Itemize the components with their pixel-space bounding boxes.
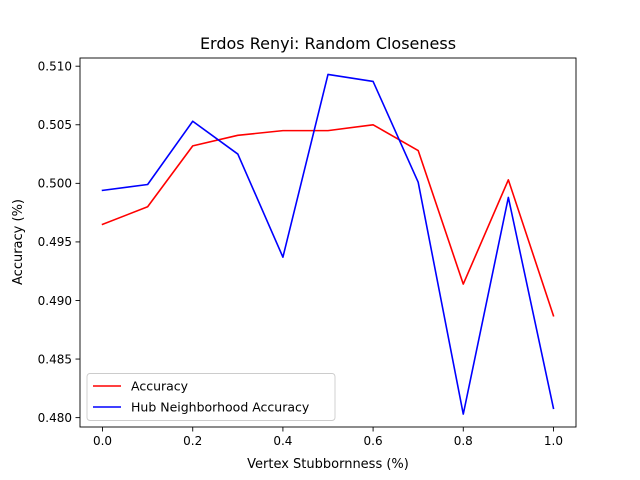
series-line-hub-neighborhood-accuracy: [101, 73, 555, 415]
chart-title: Erdos Renyi: Random Closeness: [200, 34, 456, 53]
y-tick-label: 0.510: [38, 60, 72, 74]
y-tick-label: 0.490: [38, 294, 72, 308]
y-tick-label: 0.500: [38, 177, 72, 191]
x-axis-ticks: 0.0 0.2 0.4 0.6 0.8 1.0: [93, 427, 563, 448]
x-axis-label: Vertex Stubbornness (%): [247, 457, 409, 472]
x-tick-label: 0.4: [273, 434, 292, 448]
legend-box: [86, 373, 336, 421]
y-axis-label: Accuracy (%): [11, 199, 26, 285]
x-tick-label: 0.2: [183, 434, 202, 448]
legend-label-accuracy: Accuracy: [131, 379, 189, 394]
x-tick-label: 0.8: [454, 434, 473, 448]
series-line-accuracy: [101, 123, 555, 317]
y-tick-label: 0.480: [38, 411, 72, 425]
plot-frame: [79, 57, 577, 428]
x-tick-label: 1.0: [544, 434, 563, 448]
y-tick-label: 0.485: [38, 352, 72, 366]
y-tick-label: 0.505: [38, 118, 72, 132]
x-tick-label: 0.0: [93, 434, 112, 448]
legend-label-hub-neighborhood-accuracy: Hub Neighborhood Accuracy: [131, 400, 310, 415]
x-tick-label: 0.6: [364, 434, 383, 448]
series-layer: [101, 73, 555, 415]
legend: Accuracy Hub Neighborhood Accuracy: [86, 373, 336, 421]
y-tick-label: 0.495: [38, 235, 72, 249]
y-axis-ticks: 0.480 0.485 0.490 0.495 0.500 0.505 0.510: [38, 60, 80, 425]
